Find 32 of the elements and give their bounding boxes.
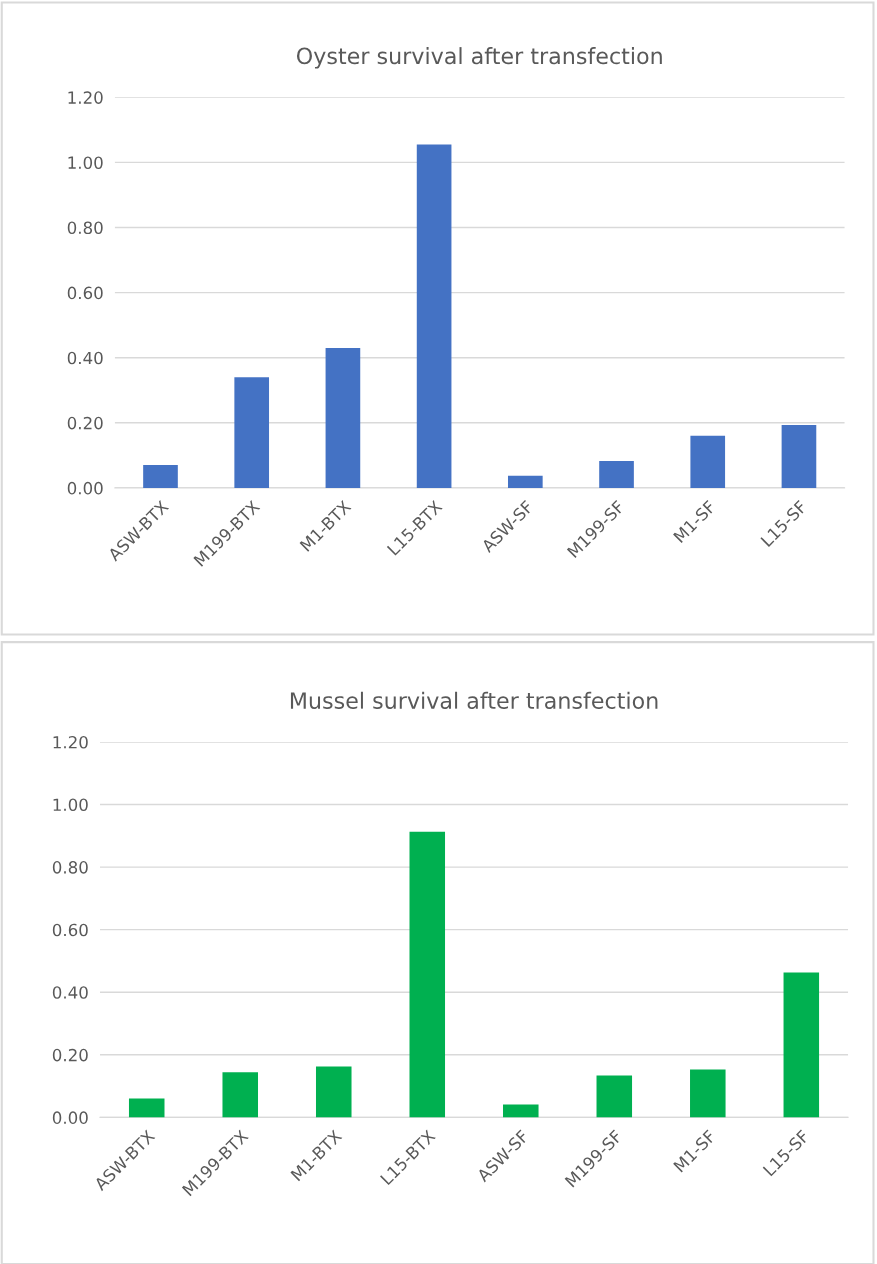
bar (143, 465, 178, 488)
y-tick-label: 1.00 (68, 156, 103, 169)
y-tick-label: 0.40 (52, 986, 88, 999)
y-tick-label: 1.00 (53, 798, 88, 812)
bar (507, 475, 543, 488)
bar (596, 1075, 633, 1118)
chart-title: Mussel survival after transfection (290, 691, 658, 709)
bar (325, 347, 361, 488)
bar (783, 972, 820, 1118)
bar (690, 1069, 726, 1118)
bar (416, 144, 452, 488)
y-tick-label: 0.80 (52, 861, 88, 874)
y-tick-label: 0.00 (52, 1111, 88, 1124)
y-tick-label: 0.20 (67, 416, 103, 430)
y-tick-label: 0.60 (67, 286, 103, 300)
y-tick-label: 0.60 (52, 923, 88, 937)
bar (409, 831, 446, 1118)
bar (128, 1098, 165, 1118)
chart-title: Oyster survival after transfection (296, 47, 662, 69)
y-tick-label: 0.20 (52, 1048, 88, 1062)
bar (599, 460, 634, 488)
bar (222, 1072, 259, 1118)
bar (503, 1104, 539, 1118)
y-tick-label: 0.80 (67, 221, 103, 235)
y-tick-label: 0.40 (67, 351, 103, 365)
y-tick-label: 0.00 (67, 481, 103, 495)
y-tick-label: 1.20 (53, 735, 88, 749)
bar (690, 435, 726, 488)
bar (781, 425, 817, 488)
bar (315, 1066, 352, 1118)
bar (234, 377, 270, 488)
y-tick-label: 1.20 (68, 91, 103, 104)
